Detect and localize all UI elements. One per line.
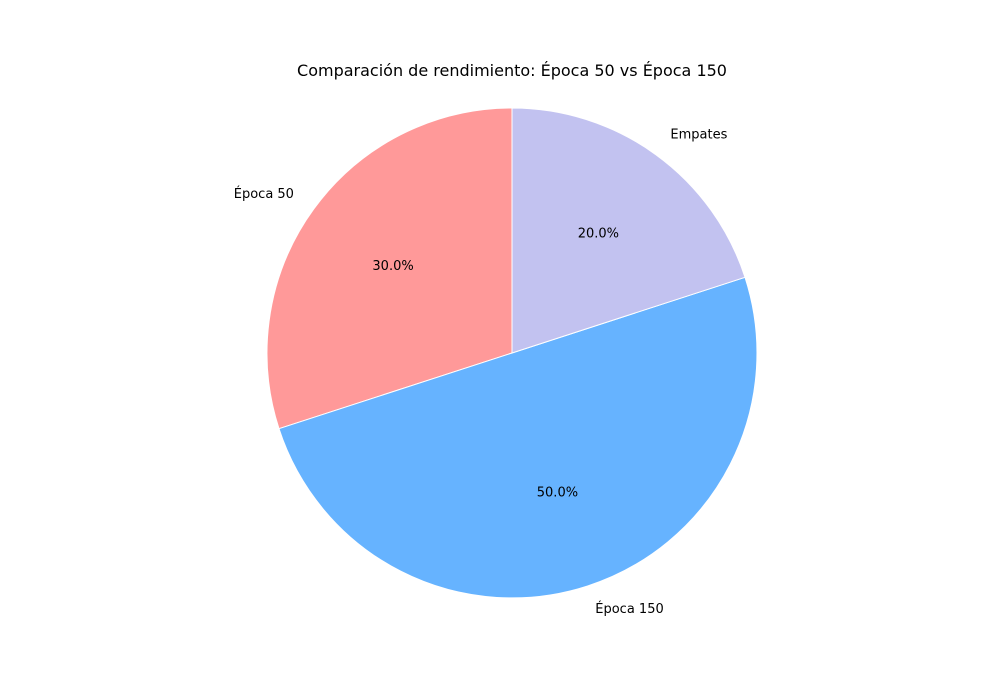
pie-slices (266, 107, 758, 599)
slice-percent-empates: 20.0% (578, 227, 619, 242)
slice-percent-epoca-150: 50.0% (537, 485, 578, 500)
pie-slice-epoca-150 (278, 276, 758, 599)
slice-percent-epoca-50: 30.0% (372, 259, 413, 274)
pie-slice-epoca-50 (266, 107, 513, 430)
slice-label-epoca-50: Época 50 (234, 186, 294, 202)
slice-label-epoca-150: Época 150 (595, 601, 663, 617)
pie-slice-empates (511, 107, 746, 354)
pie-labels: Época 50 30.0% Época 150 50.0% Empates 20.0% (234, 127, 728, 616)
slice-label-empates: Empates (670, 127, 727, 142)
chart-title: Comparación de rendimiento: Época 50 vs … (297, 61, 727, 80)
